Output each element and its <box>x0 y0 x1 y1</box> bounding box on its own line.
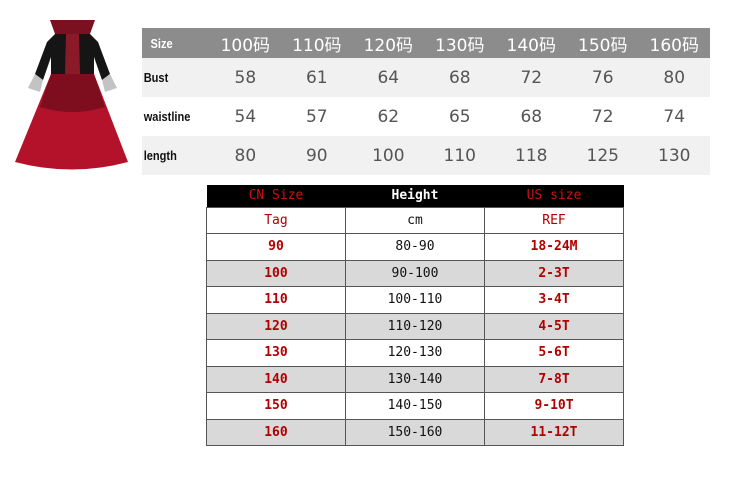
us-size-cell: 9-10T <box>484 392 624 420</box>
height-cell: 100-110 <box>344 286 486 314</box>
measurement-value: 74 <box>663 106 686 127</box>
height-cell: 140-150 <box>344 392 486 420</box>
measurement-value: 65 <box>448 106 471 127</box>
measurement-value: 100 <box>372 145 405 166</box>
height-cell: 90-100 <box>344 259 486 287</box>
cn-size-cell: 130 <box>206 339 346 367</box>
measurement-value: 72 <box>520 67 543 88</box>
measurement-value: 130 <box>658 145 691 166</box>
size-table-header-row: CN Size Height US size <box>206 185 624 207</box>
cn-size-cell: 100 <box>206 259 346 287</box>
measurement-value: 118 <box>515 145 548 166</box>
height-cell: 150-160 <box>344 418 486 446</box>
size-header-label: Size <box>150 35 173 51</box>
measurement-value: 90 <box>305 145 328 166</box>
size-header-cell: 120码 <box>363 35 414 56</box>
us-size-header: US size <box>526 188 582 204</box>
cn-size-cell: 160 <box>206 418 346 446</box>
size-row: 130 120-130 5-6T <box>206 339 624 367</box>
size-conversion-table: CN Size Height US size Tag cm REF 90 80-9… <box>206 185 624 446</box>
measurement-value: 68 <box>520 106 543 127</box>
height-cell: 130-140 <box>344 365 486 393</box>
height-cell: 110-120 <box>344 312 486 340</box>
size-header-cell: 140码 <box>506 35 556 56</box>
measurement-value: 80 <box>234 145 257 166</box>
us-size-cell: 2-3T <box>484 259 624 287</box>
size-row: 160 150-160 11-12T <box>206 418 624 446</box>
size-row: 120 110-120 4-5T <box>206 312 624 340</box>
measurement-value: 76 <box>591 67 614 88</box>
cn-size-cell: 150 <box>206 392 346 420</box>
us-size-cell: 3-4T <box>484 286 624 314</box>
us-size-cell: 5-6T <box>484 339 624 367</box>
dress-product-image <box>15 20 128 170</box>
cn-size-cell: 90 <box>206 233 346 261</box>
us-size-cell: 4-5T <box>484 312 624 340</box>
measurement-label: waistline <box>143 109 191 124</box>
size-row: 110 100-110 3-4T <box>206 286 624 314</box>
height-cell: 120-130 <box>344 339 486 367</box>
measurement-value: 110 <box>443 145 476 166</box>
size-row: 140 130-140 7-8T <box>206 365 624 393</box>
cn-size-cell: 120 <box>206 312 346 340</box>
cn-size-cell: 140 <box>206 365 346 393</box>
size-header-cell: 160码 <box>649 35 699 56</box>
height-header: Height <box>391 188 439 204</box>
measurement-value: 62 <box>377 106 400 127</box>
measurement-value: 80 <box>663 67 686 88</box>
ref-label: REF <box>484 206 624 234</box>
size-header-cell: 110码 <box>292 35 342 56</box>
measurement-value: 58 <box>234 67 257 88</box>
size-header-cell: 150码 <box>578 35 628 56</box>
measurement-table: Size 100码 110码 120码 130码 140码 150码 160码 … <box>142 28 710 175</box>
measurement-label: length <box>143 148 177 163</box>
cm-label: cm <box>344 206 486 234</box>
size-row: 90 80-90 18-24M <box>206 233 624 261</box>
cn-size-header: CN Size <box>248 188 304 204</box>
measurement-header-row: Size 100码 110码 120码 130码 140码 150码 160码 <box>142 28 710 58</box>
measurement-row: waistline 54 57 62 65 68 72 74 <box>142 97 710 136</box>
us-size-cell: 11-12T <box>484 418 624 446</box>
us-size-cell: 18-24M <box>484 233 624 261</box>
size-header-cell: 130码 <box>435 35 485 56</box>
cn-size-cell: 110 <box>206 286 346 314</box>
measurement-value: 72 <box>591 106 614 127</box>
measurement-value: 68 <box>448 67 471 88</box>
us-size-cell: 7-8T <box>484 365 624 393</box>
tag-label: Tag <box>206 206 346 234</box>
measurement-value: 64 <box>377 67 400 88</box>
measurement-value: 61 <box>305 67 328 88</box>
height-cell: 80-90 <box>344 233 486 261</box>
size-row: 150 140-150 9-10T <box>206 392 624 420</box>
size-row: 100 90-100 2-3T <box>206 259 624 287</box>
size-table-subheader-row: Tag cm REF <box>206 206 624 234</box>
size-header-cell: 100码 <box>220 35 271 56</box>
measurement-value: 54 <box>234 106 257 127</box>
measurement-value: 57 <box>305 106 328 127</box>
measurement-value: 125 <box>586 145 619 166</box>
measurement-label: Bust <box>143 70 169 85</box>
measurement-row: length 80 90 100 110 118 125 130 <box>142 136 710 175</box>
measurement-row: Bust 58 61 64 68 72 76 80 <box>142 58 710 97</box>
